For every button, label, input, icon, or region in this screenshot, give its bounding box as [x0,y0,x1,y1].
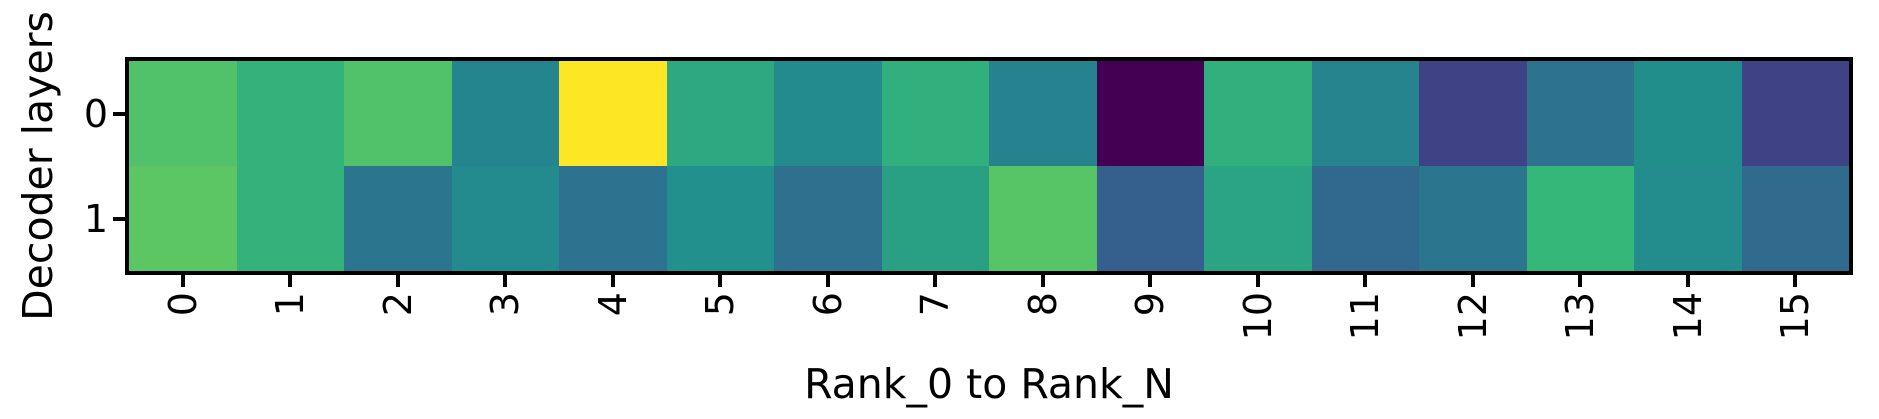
heatmap-cell-r1-c0 [129,166,237,271]
heatmap-cell-r0-c2 [344,61,452,166]
heatmap-cell-r0-c15 [1741,61,1849,166]
heatmap-cell-r1-c11 [1311,166,1419,271]
x-tick-mark-8 [1040,275,1045,287]
x-tick-mark-6 [825,275,830,287]
x-tick-label-15: 15 [1773,292,1818,341]
x-tick-mark-5 [718,275,723,287]
heatmap-cell-r1-c14 [1634,166,1742,271]
heatmap-cell-r0-c11 [1311,61,1419,166]
x-tick-label-13: 13 [1558,292,1603,341]
x-tick-mark-3 [503,275,508,287]
x-tick-label-0: 0 [160,292,205,317]
x-tick-mark-0 [180,275,185,287]
x-tick-label-8: 8 [1020,292,1065,317]
heatmap-cell-r1-c13 [1526,166,1634,271]
x-tick-label-14: 14 [1665,292,1710,341]
heatmap-cell-r0-c4 [559,61,667,166]
heatmap-cell-r0-c7 [881,61,989,166]
heatmap-cell-r1-c15 [1741,166,1849,271]
x-tick-mark-12 [1470,275,1475,287]
heatmap-cell-r0-c14 [1634,61,1742,166]
x-tick-mark-15 [1793,275,1798,287]
heatmap-cell-r0-c10 [1204,61,1312,166]
heatmap-cell-r0-c13 [1526,61,1634,166]
x-tick-label-5: 5 [698,292,743,317]
heatmap-cell-r0-c9 [1096,61,1204,166]
y-axis-label: Decoder layers [14,11,62,321]
x-tick-mark-7 [933,275,938,287]
x-tick-label-1: 1 [268,292,313,317]
x-tick-mark-11 [1363,275,1368,287]
x-tick-mark-1 [288,275,293,287]
x-tick-label-2: 2 [375,292,420,317]
x-tick-label-7: 7 [913,292,958,317]
x-tick-label-12: 12 [1450,292,1495,341]
heatmap-cell-r1-c4 [559,166,667,271]
x-tick-label-9: 9 [1128,292,1173,317]
x-tick-label-11: 11 [1343,292,1388,341]
heatmap-plot-area [125,57,1853,275]
x-tick-label-4: 4 [590,292,635,317]
x-tick-label-10: 10 [1235,292,1280,341]
heatmap-cell-r1-c5 [666,166,774,271]
heatmap-cell-r1-c12 [1419,166,1527,271]
x-tick-mark-10 [1255,275,1260,287]
heatmap-cell-r1-c10 [1204,166,1312,271]
x-tick-label-3: 3 [483,292,528,317]
heatmap-cell-r1-c3 [451,166,559,271]
heatmap-cell-r1-c6 [774,166,882,271]
x-tick-mark-4 [610,275,615,287]
x-tick-mark-9 [1148,275,1153,287]
y-tick-mark-1 [113,216,125,221]
y-tick-mark-0 [113,111,125,116]
heatmap-cell-r0-c8 [989,61,1097,166]
heatmap-cell-r0-c6 [774,61,882,166]
heatmap-cell-r1-c1 [236,166,344,271]
x-tick-mark-13 [1578,275,1583,287]
heatmap-cell-r1-c2 [344,166,452,271]
x-tick-mark-2 [395,275,400,287]
heatmap-cell-r1-c7 [881,166,989,271]
x-tick-mark-14 [1685,275,1690,287]
x-axis-label: Rank_0 to Rank_N [804,360,1174,408]
heatmap-cell-r0-c12 [1419,61,1527,166]
heatmap-cell-r1-c9 [1096,166,1204,271]
heatmap-cell-r0-c0 [129,61,237,166]
heatmap-cell-r0-c5 [666,61,774,166]
heatmap-cell-r0-c3 [451,61,559,166]
heatmap-cell-r0-c1 [236,61,344,166]
y-tick-label-0: 0 [83,91,108,136]
x-tick-label-6: 6 [805,292,850,317]
heatmap-cell-r1-c8 [989,166,1097,271]
y-tick-label-1: 1 [83,196,108,241]
